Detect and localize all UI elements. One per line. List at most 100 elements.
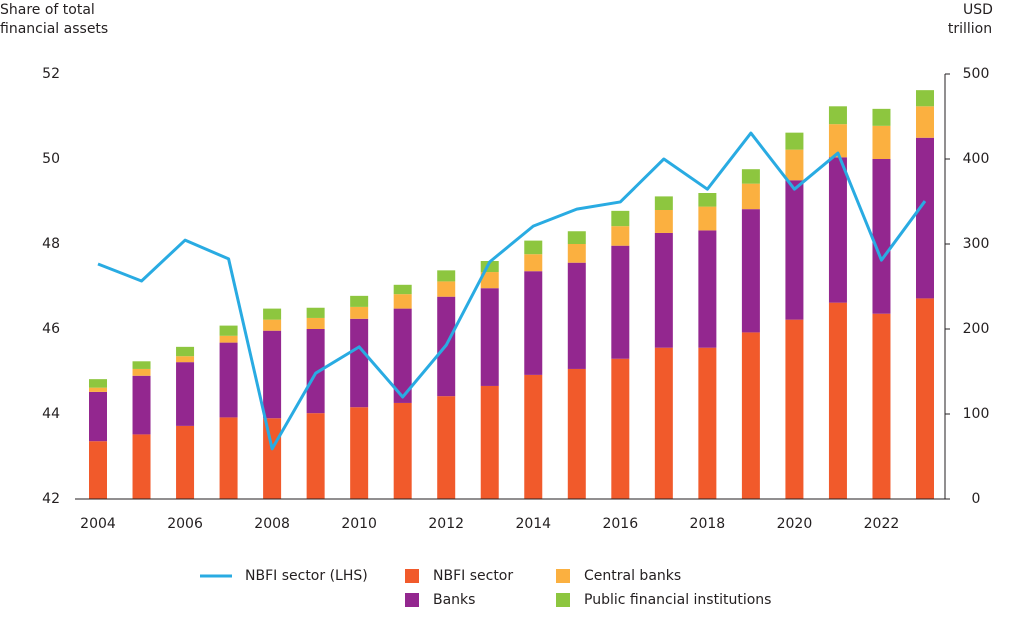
bar-segment: [785, 319, 804, 499]
bar-segment: [219, 325, 238, 336]
y-tick-label: 44: [42, 406, 60, 422]
bar-segment: [698, 347, 717, 499]
bar-segment: [263, 308, 282, 320]
bar-segment: [437, 396, 456, 499]
bar-segment: [350, 306, 369, 319]
x-tick-label: 2014: [515, 516, 551, 532]
y2-tick-label: 100: [963, 406, 990, 422]
bar-segment: [654, 232, 673, 348]
bar-segment: [916, 137, 934, 299]
bar-segment: [132, 361, 151, 369]
y-tick-label: 46: [42, 321, 60, 337]
bar-segment: [872, 159, 891, 314]
bar-segment: [872, 125, 891, 159]
bar-segment: [916, 106, 934, 138]
bar-segment: [263, 330, 282, 419]
legend-swatch: [556, 593, 570, 607]
bar-segment: [524, 240, 543, 255]
bar-segment: [306, 413, 325, 499]
bar-segment: [176, 362, 195, 426]
bar-segment: [306, 329, 325, 414]
y-axis-title: financial assets: [0, 21, 108, 37]
bar-segment: [567, 244, 586, 263]
bar-segment: [785, 180, 804, 320]
bar-segment: [219, 335, 238, 343]
bar-segment: [263, 319, 282, 331]
bar-segment: [916, 90, 934, 107]
y-tick-label: 52: [42, 66, 60, 82]
bar-segment: [785, 149, 804, 181]
bar-segment: [828, 302, 847, 499]
bar-segment: [480, 288, 499, 386]
bar-segment: [741, 183, 760, 210]
x-tick-label: 2020: [777, 516, 813, 532]
y-tick-label: 50: [42, 151, 60, 167]
line: [97, 131, 927, 451]
bar-segment: [132, 434, 151, 499]
legend-swatch: [556, 569, 570, 583]
bar-segment: [785, 132, 804, 150]
bar-segment: [393, 402, 412, 499]
x-tick-label: 2012: [428, 516, 464, 532]
bar-segment: [698, 230, 717, 348]
bar-segment: [306, 317, 325, 329]
x-tick-label: 2008: [254, 516, 290, 532]
y-tick-label: 48: [42, 236, 60, 252]
bar-segment: [480, 385, 499, 499]
bar-segment: [654, 210, 673, 233]
x-tick-label: 2010: [341, 516, 377, 532]
legend-label: Public financial institutions: [584, 592, 771, 608]
bar-segment: [524, 271, 543, 375]
y2-tick-label: 200: [963, 321, 990, 337]
bar-segment: [89, 379, 107, 388]
bar-segment: [176, 425, 195, 499]
bar-segment: [828, 124, 847, 158]
bar-segment: [741, 209, 760, 333]
y2-tick-label: 300: [963, 236, 990, 252]
bar-segment: [872, 313, 891, 499]
legend-label: Banks: [433, 592, 475, 608]
bar-segment: [393, 284, 412, 295]
bar-segment: [611, 210, 630, 227]
bar-segment: [306, 307, 325, 318]
x-tick-label: 2016: [602, 516, 638, 532]
bar-segment: [89, 391, 107, 442]
bar-segment: [393, 294, 412, 309]
bar-segment: [132, 368, 151, 376]
y2-tick-label: 500: [963, 66, 990, 82]
x-tick-label: 2006: [167, 516, 203, 532]
x-tick-label: 2004: [80, 516, 116, 532]
legend-label: Central banks: [584, 568, 681, 584]
bar-segment: [132, 375, 151, 435]
x-tick-label: 2018: [690, 516, 726, 532]
bar-segment: [872, 108, 891, 126]
bar-segment: [611, 245, 630, 359]
legend-swatch: [405, 593, 419, 607]
y2-axis-title: trillion: [948, 21, 992, 37]
bar-segment: [219, 342, 238, 418]
bar-segment: [393, 308, 412, 403]
bar-segment: [263, 418, 282, 499]
bar-segment: [698, 193, 717, 207]
bar-segment: [916, 298, 934, 499]
y-tick-label: 42: [42, 491, 60, 507]
x-tick-label: 2022: [864, 516, 900, 532]
legend-swatch: [405, 569, 419, 583]
y2-tick-label: 0: [972, 491, 981, 507]
y2-tick-label: 400: [963, 151, 990, 167]
bar-segment: [480, 272, 499, 289]
bar-segment: [741, 332, 760, 499]
bar-segment: [437, 281, 456, 297]
bar-segment: [611, 226, 630, 246]
bar-segment: [741, 169, 760, 184]
legend-label: NBFI sector (LHS): [245, 568, 368, 584]
bar-segment: [176, 356, 195, 363]
bar-segment: [437, 270, 456, 282]
bar-segment: [567, 368, 586, 499]
bar-segment: [350, 318, 369, 408]
bar-segment: [219, 417, 238, 499]
bar-segment: [89, 387, 107, 392]
bar-segment: [524, 374, 543, 499]
legend-label: NBFI sector: [433, 568, 513, 584]
bar-segment: [611, 358, 630, 499]
